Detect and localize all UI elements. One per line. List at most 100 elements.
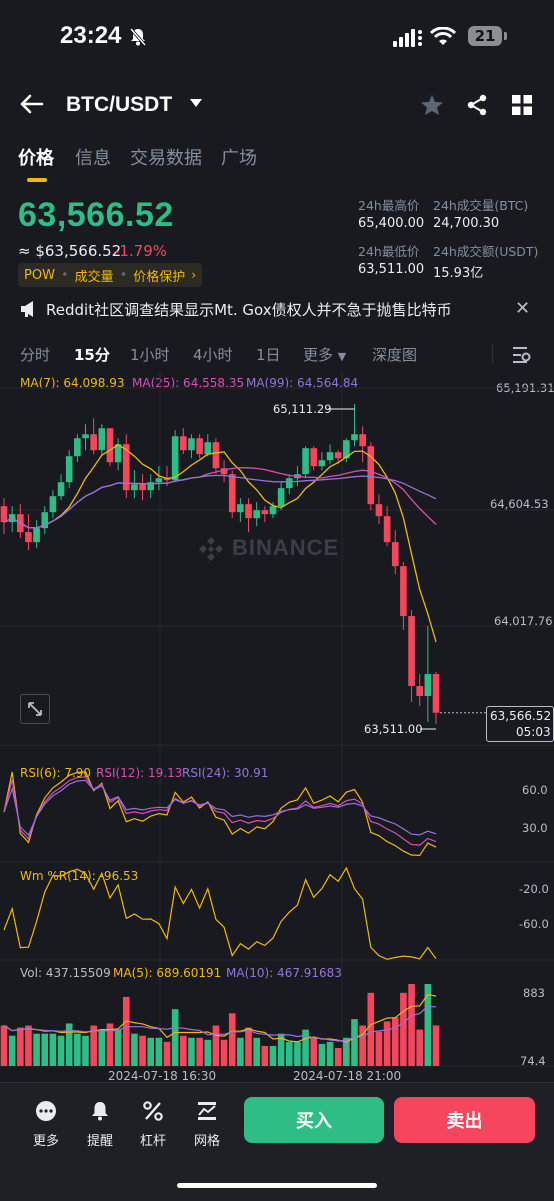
rsi12-legend: RSI(12): 19.13	[96, 766, 183, 780]
candle-body	[408, 616, 415, 687]
interval-1h[interactable]: 1小时	[130, 346, 170, 364]
countdown-label: 05:03	[516, 725, 551, 739]
back-arrow-icon[interactable]	[18, 92, 46, 116]
chart-settings-icon[interactable]	[512, 346, 532, 364]
notice-text[interactable]: Reddit社区调查结果显示Mt. Gox债权人并不急于抛售比特币	[46, 301, 452, 319]
pair-dropdown-icon[interactable]	[190, 99, 202, 107]
candle-body	[391, 542, 399, 567]
depth-chart-tab[interactable]: 深度图	[372, 346, 418, 364]
candle-body	[114, 444, 122, 463]
margin-button[interactable]: 杠杆	[131, 1100, 175, 1149]
close-icon[interactable]: ✕	[515, 298, 531, 319]
rsi-axis-label: 30.0	[522, 821, 548, 835]
candle-body	[139, 484, 146, 491]
tab-info[interactable]: 信息	[75, 148, 111, 169]
candle-body	[359, 434, 366, 447]
interval-time[interactable]: 分时	[20, 346, 51, 364]
price-change: -1.79%	[114, 242, 168, 260]
percent-icon	[143, 1101, 163, 1121]
candle-body	[98, 428, 106, 451]
expand-icon	[28, 702, 42, 716]
current-price-label: 63,566.52	[490, 709, 552, 723]
volume-bar	[432, 1025, 440, 1066]
favorite-star-icon[interactable]	[420, 94, 444, 116]
trading-pair-title[interactable]: BTC/USDT	[66, 93, 173, 116]
candle-body	[310, 448, 318, 467]
rsi24-legend: RSI(24): 30.91	[182, 766, 269, 780]
volume-bar	[302, 1029, 309, 1066]
volume-bar	[41, 1033, 49, 1066]
candle-body	[383, 516, 391, 543]
tab-square[interactable]: 广场	[221, 148, 257, 169]
volume-bar	[359, 1025, 366, 1066]
interval-1d[interactable]: 1日	[256, 346, 281, 364]
tag-pow[interactable]: POW	[24, 267, 55, 283]
candle-body	[33, 528, 40, 543]
status-time: 23:24	[60, 22, 122, 49]
volume-bar	[310, 1037, 318, 1066]
ma99-legend: MA(99): 64,564.84	[246, 376, 359, 390]
tag-strip[interactable]: POW • 成交量 • 价格保护 ›	[18, 263, 203, 287]
megaphone-icon	[21, 301, 33, 317]
volume-bar	[204, 1039, 212, 1066]
volume-bar	[285, 1041, 293, 1066]
volume-bar	[25, 1025, 32, 1066]
share-icon[interactable]	[466, 94, 488, 116]
candle-body	[188, 438, 195, 451]
interval-15m[interactable]: 15分	[74, 346, 110, 364]
volume-axis-label: 74.4	[520, 1054, 546, 1068]
sell-button[interactable]: 卖出	[394, 1097, 535, 1143]
candle-body	[351, 434, 358, 441]
stat-low-label: 24h最低价	[358, 244, 420, 259]
candle-body	[269, 506, 277, 515]
volume-bar	[391, 1017, 399, 1066]
volume-bar	[237, 1037, 244, 1066]
candle-body	[0, 506, 8, 523]
battery-indicator: 21	[468, 26, 502, 46]
fullscreen-button[interactable]	[20, 694, 50, 724]
volume-bar	[33, 1033, 40, 1066]
tag-separator: •	[60, 267, 69, 283]
tab-trading-data[interactable]: 交易数据	[130, 148, 202, 169]
candle-body	[180, 436, 187, 451]
tab-price[interactable]: 价格	[18, 148, 54, 169]
candle-body	[122, 444, 130, 491]
buy-button[interactable]: 买入	[244, 1097, 384, 1143]
more-label: 更多	[32, 1134, 59, 1149]
interval-4h[interactable]: 4小时	[193, 346, 233, 364]
stat-high-label: 24h最高价	[358, 198, 420, 213]
grid-bot-icon	[198, 1102, 216, 1120]
volume-bar	[74, 1033, 81, 1066]
candle-body	[212, 442, 220, 469]
volume-ma10-legend: MA(10): 467.91683	[226, 966, 342, 980]
battery-tip	[504, 32, 507, 40]
candle-body	[253, 510, 260, 519]
interval-more[interactable]: 更多 ▼	[303, 344, 346, 365]
volume-bar	[131, 1033, 138, 1066]
alert-button[interactable]: 提醒	[78, 1100, 122, 1149]
rsi24-line	[3, 779, 437, 837]
tag-volume[interactable]: 成交量	[74, 269, 114, 285]
kline-chart[interactable]	[0, 0, 554, 1080]
candle-body	[432, 674, 440, 713]
mute-bell-icon	[129, 28, 147, 46]
volume-bar	[98, 1029, 106, 1066]
volume-bar	[17, 1027, 24, 1066]
volume-bar	[8, 1035, 16, 1066]
chevron-down-icon: ▼	[337, 350, 347, 363]
grid-bot-button[interactable]: 网格	[185, 1100, 229, 1149]
high-marker-label: 65,111.29	[273, 402, 332, 416]
candle-body	[416, 686, 423, 697]
volume-bar	[180, 1035, 187, 1066]
volume-bar	[424, 984, 432, 1066]
grid-menu-icon[interactable]	[512, 95, 532, 115]
price-axis-label: 64,604.53	[490, 497, 549, 511]
stat-high-value: 65,400.00	[358, 216, 425, 231]
binance-watermark: BINANCE	[232, 535, 340, 560]
candle-body	[285, 478, 293, 489]
rsi6-legend: RSI(6): 7.90	[20, 766, 92, 780]
tag-price-protection[interactable]: 价格保护	[133, 269, 186, 285]
candle-body	[82, 434, 89, 439]
more-button[interactable]: 更多	[24, 1100, 68, 1149]
volume-bar	[334, 1047, 342, 1066]
